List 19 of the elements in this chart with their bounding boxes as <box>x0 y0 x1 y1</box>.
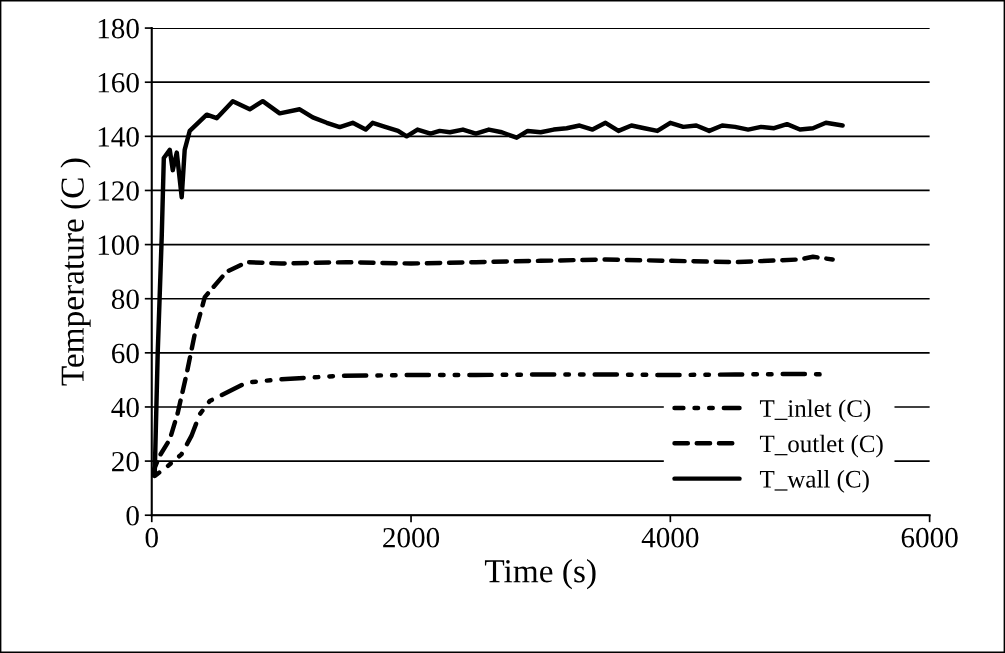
legend-label: T_outlet (C) <box>759 434 883 458</box>
y-tick-label: 140 <box>98 127 139 147</box>
y-tick-label: 180 <box>98 18 139 39</box>
legend-label: T_inlet (C) <box>759 399 871 423</box>
y-axis-title: Temperature (C ) <box>60 158 91 386</box>
x-tick-label: 2000 <box>383 527 440 548</box>
y-tick-label: 160 <box>98 72 139 93</box>
y-tick-label: 120 <box>98 181 139 201</box>
x-tick-label: 4000 <box>641 527 699 548</box>
y-tick-label: 40 <box>111 397 139 418</box>
y-tick-label: 60 <box>112 343 139 364</box>
y-tick-label: 0 <box>126 505 139 526</box>
x-tick-label: 6000 <box>901 527 958 548</box>
x-tick-label: 0 <box>145 527 158 548</box>
x-axis-title: Time (s) <box>484 559 596 590</box>
y-tick-label: 80 <box>111 289 139 310</box>
y-tick-label: 100 <box>98 235 139 255</box>
legend-label: T_wall (C) <box>759 470 869 493</box>
y-tick-label: 20 <box>112 451 139 472</box>
